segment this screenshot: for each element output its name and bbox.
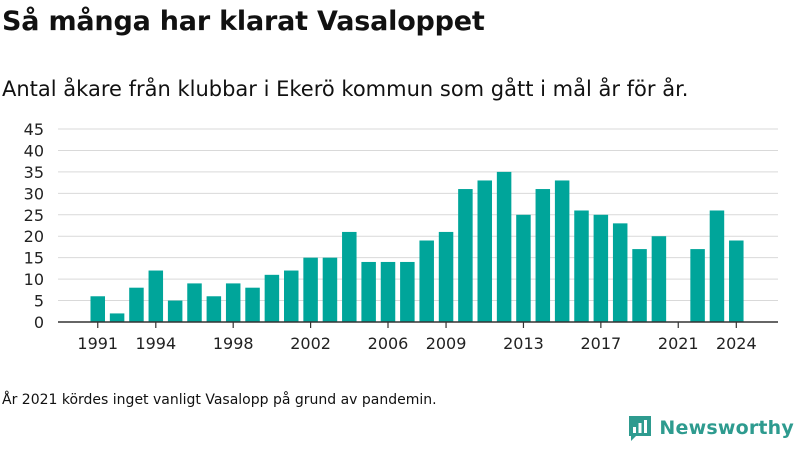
y-tick-label: 45	[24, 120, 44, 139]
bar-2017	[593, 214, 609, 322]
chart-subtitle: Antal åkare från klubbar i Ekerö kommun …	[2, 77, 689, 101]
bar-1998	[225, 283, 241, 322]
bar-2004	[342, 231, 357, 322]
bar-2023	[709, 210, 725, 322]
bar-2008	[419, 240, 434, 322]
y-tick-label: 25	[24, 206, 44, 225]
bar-2009	[438, 231, 454, 322]
bar-2000	[264, 274, 280, 322]
bar-2011	[477, 180, 492, 322]
brand-name: Newsworthy	[659, 417, 794, 439]
x-tick-label: 2009	[426, 334, 467, 353]
bar-2022	[690, 249, 705, 322]
bar-1992	[109, 313, 125, 322]
y-axis-tick-labels: 0 5 10 15 20 25 30 35 40 45	[24, 120, 44, 332]
x-tick-label: 2006	[368, 334, 409, 353]
gridlines	[58, 128, 778, 302]
bar-2020	[651, 236, 667, 322]
brand-logo: Newsworthy	[627, 414, 794, 442]
bar-2013	[516, 214, 531, 322]
x-tick-label: 1991	[77, 334, 118, 353]
newsworthy-logo-icon	[629, 416, 652, 441]
bar-2007	[400, 261, 415, 322]
y-tick-label: 35	[24, 163, 44, 182]
y-tick-label: 10	[24, 270, 44, 289]
y-tick-label: 20	[24, 227, 44, 246]
bar-2012	[496, 171, 512, 322]
y-tick-label: 30	[24, 184, 44, 203]
y-tick-label: 5	[34, 292, 44, 311]
bar-2005	[361, 261, 376, 322]
bar-2006	[380, 261, 396, 322]
bar-1991	[90, 296, 105, 322]
bar-chart: 0 5 10 15 20 25 30 35 40 45 1991 1994 1998 2002 2006 2…	[24, 120, 778, 353]
bar-1997	[206, 296, 222, 322]
bar-2024	[729, 240, 744, 322]
x-tick-label: 2024	[716, 334, 757, 353]
bar-2018	[612, 223, 628, 322]
bar-2010	[458, 189, 473, 322]
bar-2002	[303, 257, 318, 322]
x-tick-label: 1998	[213, 334, 254, 353]
y-tick-label: 0	[34, 313, 44, 332]
bar-2014	[535, 189, 551, 322]
x-tick-label: 1994	[135, 334, 176, 353]
y-tick-label: 40	[24, 141, 44, 160]
x-tick-label: 2017	[580, 334, 621, 353]
bar-1994	[148, 270, 164, 322]
x-axis-ticks: 1991 1994 1998 2002 2006 2009 2013 2017 2021 2024	[77, 322, 757, 353]
x-tick-label: 2002	[290, 334, 331, 353]
bar-2019	[632, 249, 647, 322]
footnote: År 2021 kördes inget vanligt Vasalopp på…	[2, 392, 437, 408]
y-tick-label: 15	[24, 249, 44, 268]
bar-1993	[129, 287, 144, 322]
bar-2003	[322, 257, 338, 322]
chart-title: Så många har klarat Vasaloppet	[2, 6, 485, 37]
bar-1995	[167, 300, 183, 322]
bars	[90, 171, 744, 322]
bar-2015	[554, 180, 570, 322]
bar-2001	[284, 270, 299, 322]
bar-1999	[245, 287, 260, 322]
x-tick-label: 2013	[503, 334, 544, 353]
bar-1996	[187, 283, 202, 322]
x-tick-label: 2021	[658, 334, 699, 353]
bar-2016	[574, 210, 589, 322]
